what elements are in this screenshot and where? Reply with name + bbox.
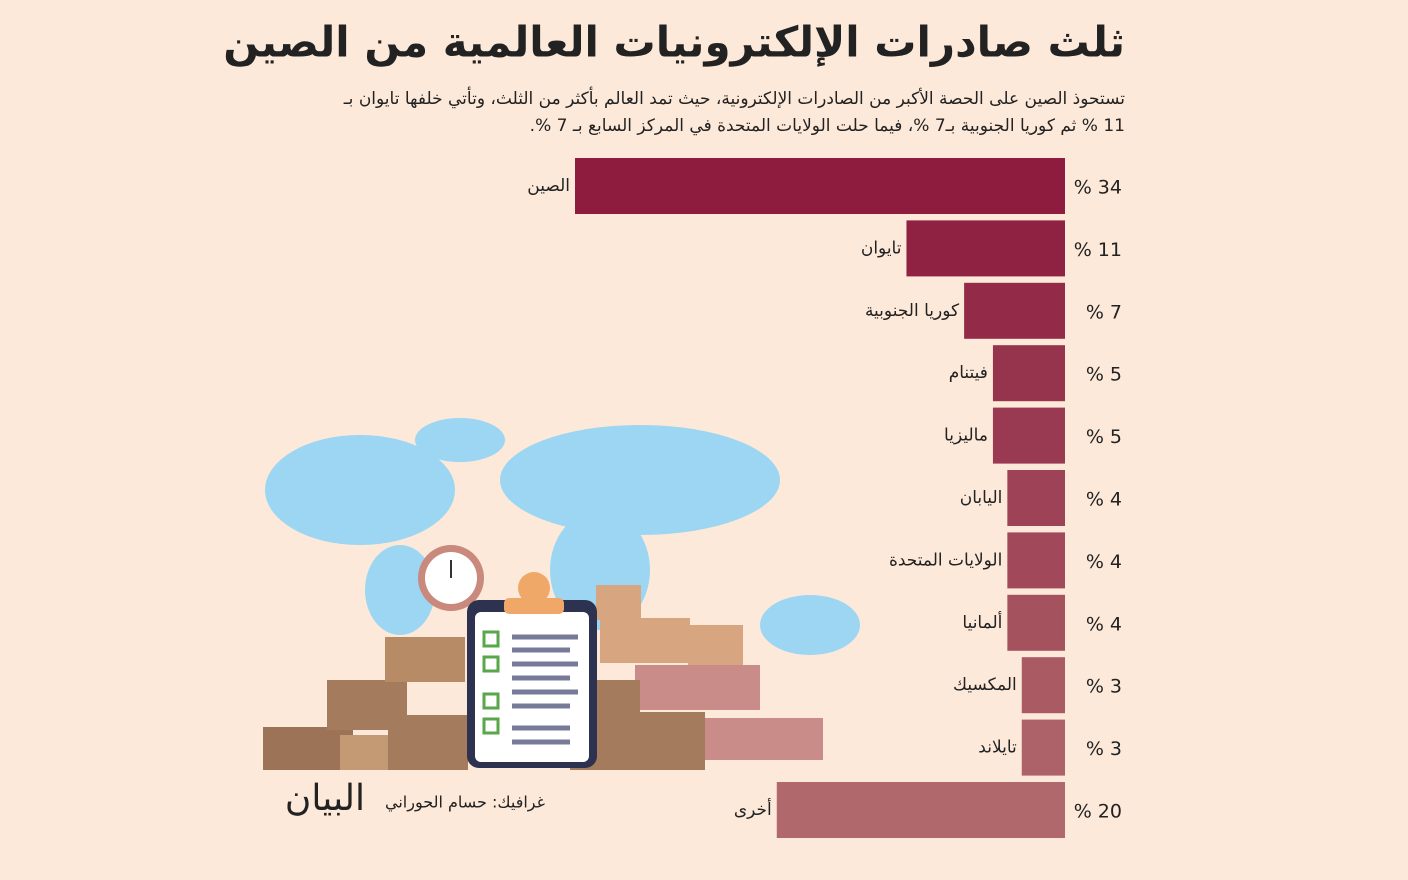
bar: [1021, 719, 1065, 776]
bar: [776, 782, 1065, 838]
chart-subtitle: تستحوذ الصين على الحصة الأكبر من الصادرا…: [343, 89, 1125, 136]
value-label: % 4: [1086, 613, 1122, 635]
chart-title: ثلث صادرات الإلكترونيات العالمية من الصي…: [223, 18, 1125, 68]
bar: [992, 345, 1065, 402]
category-label: تايلاند: [978, 738, 1017, 758]
value-label: % 4: [1086, 551, 1122, 573]
value-label: % 5: [1086, 364, 1122, 386]
category-label: المكسيك: [953, 675, 1017, 695]
bar: [1007, 470, 1065, 526]
bar: [1021, 657, 1065, 714]
category-label: الصين: [527, 176, 570, 196]
illustration: [263, 418, 860, 770]
value-label: % 34: [1074, 177, 1122, 199]
bar: [1007, 532, 1065, 589]
bar: [964, 282, 1065, 339]
value-label: % 3: [1086, 676, 1122, 698]
value-label: % 4: [1086, 489, 1122, 511]
category-label: ألمانيا: [962, 611, 1002, 633]
category-label: فيتنام: [949, 363, 988, 383]
bar: [992, 407, 1065, 464]
bar: [906, 220, 1065, 277]
value-label: % 7: [1086, 301, 1122, 323]
category-label: الولايات المتحدة: [889, 550, 1002, 570]
category-label: أخرى: [734, 798, 772, 820]
value-label: % 5: [1086, 426, 1122, 448]
value-label: % 3: [1086, 738, 1122, 760]
credit: غرافيك: حسام الحوراني: [385, 793, 545, 813]
bar: [1007, 594, 1065, 651]
category-label: كوريا الجنوبية: [865, 301, 960, 321]
bar: [575, 158, 1065, 214]
category-label: اليابان: [960, 488, 1003, 508]
value-label: % 11: [1074, 239, 1122, 261]
category-label: ماليزيا: [944, 426, 988, 446]
category-label: تايوان: [861, 238, 902, 258]
logo: البيان: [285, 778, 365, 819]
value-label: % 20: [1074, 801, 1122, 823]
